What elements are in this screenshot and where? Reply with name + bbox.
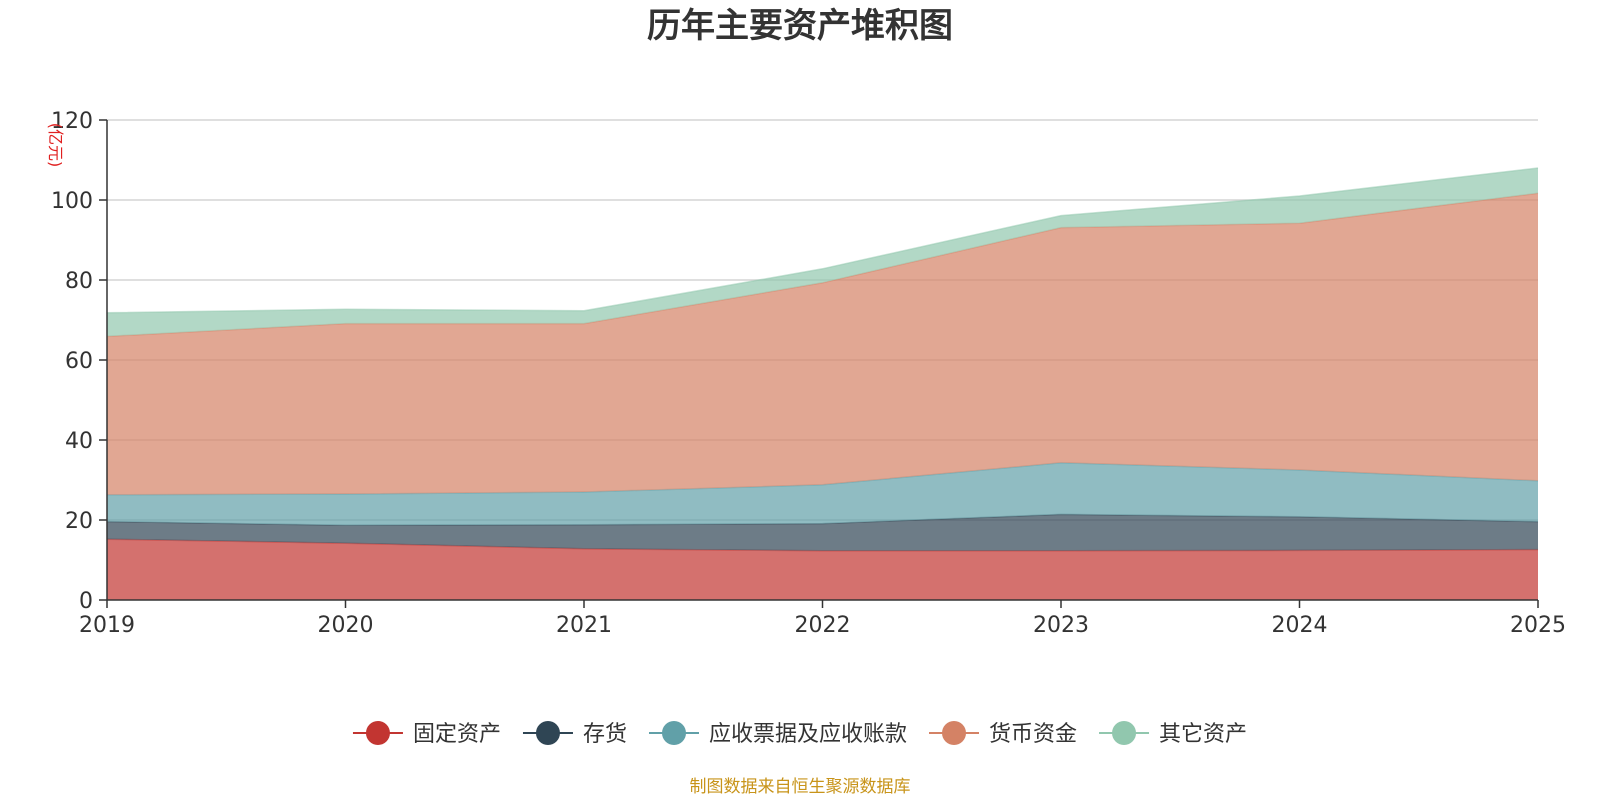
- legend-label: 货币资金: [989, 722, 1077, 747]
- y-tick-label: 40: [65, 429, 93, 454]
- y-axis-ticks: 0 20 40 60 80 100 120: [51, 109, 107, 614]
- source-note: 制图数据来自恒生聚源数据库: [690, 777, 911, 797]
- area-3: [107, 193, 1538, 495]
- legend-marker: [1112, 721, 1137, 745]
- legend-label: 其它资产: [1159, 722, 1247, 747]
- legend-item-0[interactable]: 固定资产: [352, 721, 501, 747]
- area-0: [107, 539, 1538, 600]
- x-tick-label: 2022: [795, 613, 851, 638]
- x-tick-label: 2019: [79, 613, 135, 638]
- legend-marker: [365, 721, 390, 745]
- y-tick-label: 80: [65, 269, 93, 294]
- y-axis-unit: (亿元): [46, 123, 65, 168]
- legend-marker: [942, 721, 967, 745]
- area-4: [107, 168, 1538, 337]
- x-tick-label: 2024: [1272, 613, 1328, 638]
- legend-marker: [661, 721, 686, 745]
- area-series: [106, 167, 1539, 600]
- legend-label: 固定资产: [413, 722, 501, 747]
- legend-item-1[interactable]: 存货: [522, 721, 627, 747]
- x-tick-label: 2021: [556, 613, 612, 638]
- legend-item-4[interactable]: 其它资产: [1099, 721, 1247, 747]
- legend-item-3[interactable]: 货币资金: [929, 721, 1077, 747]
- y-tick-label: 60: [65, 349, 93, 374]
- area-line-4: [106, 167, 1539, 314]
- y-tick-label: 20: [65, 509, 93, 534]
- x-axis-ticks: 2019 2020 2021 2022 2023 2024 2025: [79, 600, 1566, 638]
- legend: 固定资产 存货 应收票据及应收账款 货币资金 其它资产: [352, 721, 1247, 747]
- y-tick-label: 100: [51, 189, 93, 214]
- area-2: [107, 462, 1538, 526]
- y-tick-label: 0: [79, 589, 93, 614]
- legend-item-2[interactable]: 应收票据及应收账款: [648, 721, 907, 747]
- x-tick-label: 2025: [1510, 613, 1566, 638]
- chart-title: 历年主要资产堆积图: [647, 6, 953, 46]
- y-tick-label: 120: [51, 109, 93, 134]
- x-tick-label: 2020: [318, 613, 374, 638]
- area-1: [107, 514, 1538, 551]
- legend-label: 存货: [583, 722, 627, 747]
- x-tick-label: 2023: [1033, 613, 1089, 638]
- legend-label: 应收票据及应收账款: [709, 722, 907, 747]
- legend-marker: [535, 721, 560, 745]
